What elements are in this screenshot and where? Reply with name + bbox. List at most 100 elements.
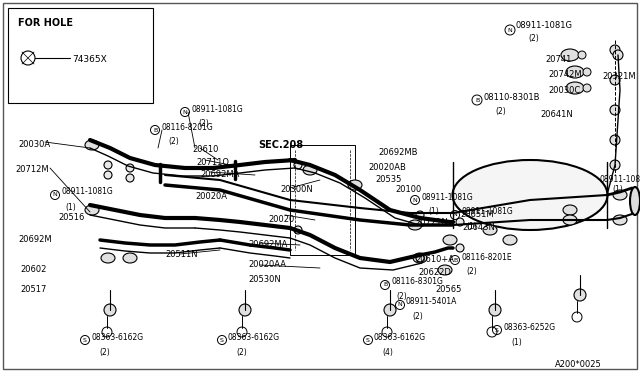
Text: (2): (2)	[412, 312, 423, 321]
Text: 08911-1081G: 08911-1081G	[191, 105, 243, 113]
Text: 20692MA: 20692MA	[248, 240, 287, 249]
Text: 08363-6162G: 08363-6162G	[228, 334, 280, 343]
Text: (2): (2)	[495, 107, 506, 116]
Text: 20516: 20516	[58, 213, 84, 222]
Text: 20321M: 20321M	[602, 72, 636, 81]
Text: N: N	[413, 198, 417, 202]
Text: (1): (1)	[511, 338, 522, 347]
Text: 74365X: 74365X	[72, 55, 107, 64]
Text: A200*0025: A200*0025	[555, 360, 602, 369]
Ellipse shape	[503, 235, 517, 245]
Text: 20610+A: 20610+A	[415, 255, 454, 264]
Text: 20692M: 20692M	[18, 235, 52, 244]
Text: N: N	[52, 192, 58, 198]
Text: S: S	[495, 327, 499, 333]
Ellipse shape	[566, 82, 584, 94]
Text: 08363-6252G: 08363-6252G	[503, 324, 555, 333]
Text: 20030C: 20030C	[548, 86, 580, 95]
Text: 20602: 20602	[20, 265, 46, 274]
Ellipse shape	[413, 253, 427, 263]
Circle shape	[126, 174, 134, 182]
Ellipse shape	[348, 180, 362, 190]
Circle shape	[104, 304, 116, 316]
Text: 20651M: 20651M	[460, 210, 493, 219]
Ellipse shape	[123, 253, 137, 263]
Text: 20692MB: 20692MB	[378, 148, 417, 157]
Ellipse shape	[438, 265, 452, 275]
Text: 08116-8301G: 08116-8301G	[391, 278, 443, 286]
Text: 20610: 20610	[192, 145, 218, 154]
Circle shape	[456, 218, 464, 226]
Circle shape	[489, 304, 501, 316]
Text: 08911-5401A: 08911-5401A	[406, 298, 458, 307]
Text: 08116-8201G: 08116-8201G	[161, 122, 212, 131]
Text: 20742M: 20742M	[548, 70, 582, 79]
Text: S: S	[366, 337, 370, 343]
Text: 20100: 20100	[395, 185, 421, 194]
Text: B: B	[475, 97, 479, 103]
Text: (2): (2)	[236, 348, 247, 357]
Text: N: N	[452, 212, 458, 218]
Bar	[290, 145, 355, 255]
Text: 20020A: 20020A	[195, 192, 227, 201]
Text: 08363-6162G: 08363-6162G	[91, 334, 143, 343]
Text: S: S	[220, 337, 224, 343]
Text: (2): (2)	[396, 292, 407, 301]
Circle shape	[574, 289, 586, 301]
Ellipse shape	[408, 220, 422, 230]
Circle shape	[294, 161, 302, 169]
Ellipse shape	[483, 225, 497, 235]
Text: 08363-6162G: 08363-6162G	[374, 334, 426, 343]
Circle shape	[384, 304, 396, 316]
Text: (2): (2)	[99, 348, 109, 357]
Ellipse shape	[613, 190, 627, 200]
Text: 08110-8301B: 08110-8301B	[484, 93, 541, 102]
Text: 20712M: 20712M	[15, 165, 49, 174]
Text: 20711Q: 20711Q	[196, 158, 229, 167]
Text: (4): (4)	[382, 348, 393, 357]
Text: (1): (1)	[612, 185, 623, 194]
Text: 20565: 20565	[435, 285, 461, 294]
Text: 08911-1081G: 08911-1081G	[461, 208, 513, 217]
Text: 20030A: 20030A	[18, 140, 50, 149]
Circle shape	[104, 161, 112, 169]
Text: (1): (1)	[428, 207, 439, 216]
Circle shape	[610, 45, 620, 55]
Text: 20692MA: 20692MA	[200, 170, 239, 179]
Circle shape	[610, 75, 620, 85]
Text: (2): (2)	[168, 137, 179, 146]
Circle shape	[578, 51, 586, 59]
Text: (2): (2)	[528, 34, 539, 43]
Text: (1): (1)	[65, 203, 76, 212]
Text: N: N	[397, 302, 403, 308]
Ellipse shape	[85, 205, 99, 215]
Text: 20641N: 20641N	[540, 110, 573, 119]
Text: 20020: 20020	[268, 215, 294, 224]
Text: 08911-1081G: 08911-1081G	[61, 187, 113, 196]
Ellipse shape	[563, 205, 577, 215]
Ellipse shape	[452, 160, 607, 230]
Ellipse shape	[566, 66, 584, 78]
Circle shape	[613, 50, 623, 60]
Text: 20643N: 20643N	[462, 223, 495, 232]
Text: 20530N: 20530N	[248, 275, 281, 284]
Ellipse shape	[443, 235, 457, 245]
Ellipse shape	[101, 253, 115, 263]
Ellipse shape	[563, 215, 577, 225]
Circle shape	[583, 84, 591, 92]
Circle shape	[416, 254, 424, 262]
Text: N: N	[182, 109, 188, 115]
Circle shape	[610, 135, 620, 145]
Text: 20511N: 20511N	[165, 250, 198, 259]
Text: 20020AA: 20020AA	[248, 260, 286, 269]
Text: 20020AB: 20020AB	[368, 163, 406, 172]
Text: 20741: 20741	[545, 55, 572, 64]
Ellipse shape	[303, 165, 317, 175]
Circle shape	[104, 171, 112, 179]
Circle shape	[610, 105, 620, 115]
Text: S: S	[83, 337, 87, 343]
Text: (2): (2)	[198, 119, 209, 128]
Ellipse shape	[613, 215, 627, 225]
Circle shape	[583, 68, 591, 76]
Circle shape	[239, 304, 251, 316]
